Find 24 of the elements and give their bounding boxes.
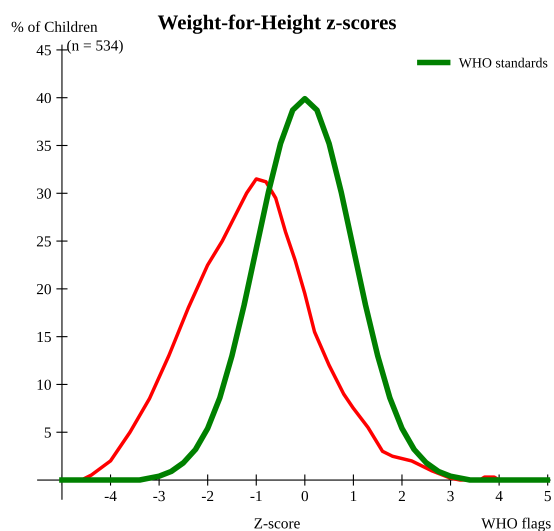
x-tick-label: 3 [447, 490, 454, 502]
x-tick-label: -1 [250, 490, 262, 502]
x-tick-label: -2 [202, 490, 214, 502]
y-tick-label: 10 [38, 380, 51, 390]
y-tick-label: 30 [36, 188, 51, 199]
y-tick-label: 25 [36, 236, 51, 247]
annotation: (n = 534) [67, 40, 123, 54]
y-tick-label: 35 [36, 140, 51, 151]
x-tick-label: 4 [496, 490, 503, 502]
y-tick-label: 5 [44, 428, 51, 438]
y-tick-label: 20 [36, 284, 51, 294]
x-tick-label: 0 [302, 490, 308, 502]
y-tick-label: 15 [38, 332, 51, 342]
legend-label: WHO standards [458, 58, 548, 68]
chart-title: Weight-for-Height z-scores [158, 14, 396, 34]
y-tick-label: 45 [36, 45, 51, 56]
y-tick-label: 40 [36, 92, 51, 104]
x-axis-title: Z-score [254, 518, 300, 528]
x-tick-label: -3 [153, 490, 165, 502]
x-tick-label: 5 [544, 491, 551, 502]
x-tick-label: 1 [350, 490, 356, 502]
x-tick-label: -4 [104, 490, 117, 502]
x-tick-label: 2 [398, 490, 405, 502]
y-axis-title: % of Children [12, 21, 98, 32]
